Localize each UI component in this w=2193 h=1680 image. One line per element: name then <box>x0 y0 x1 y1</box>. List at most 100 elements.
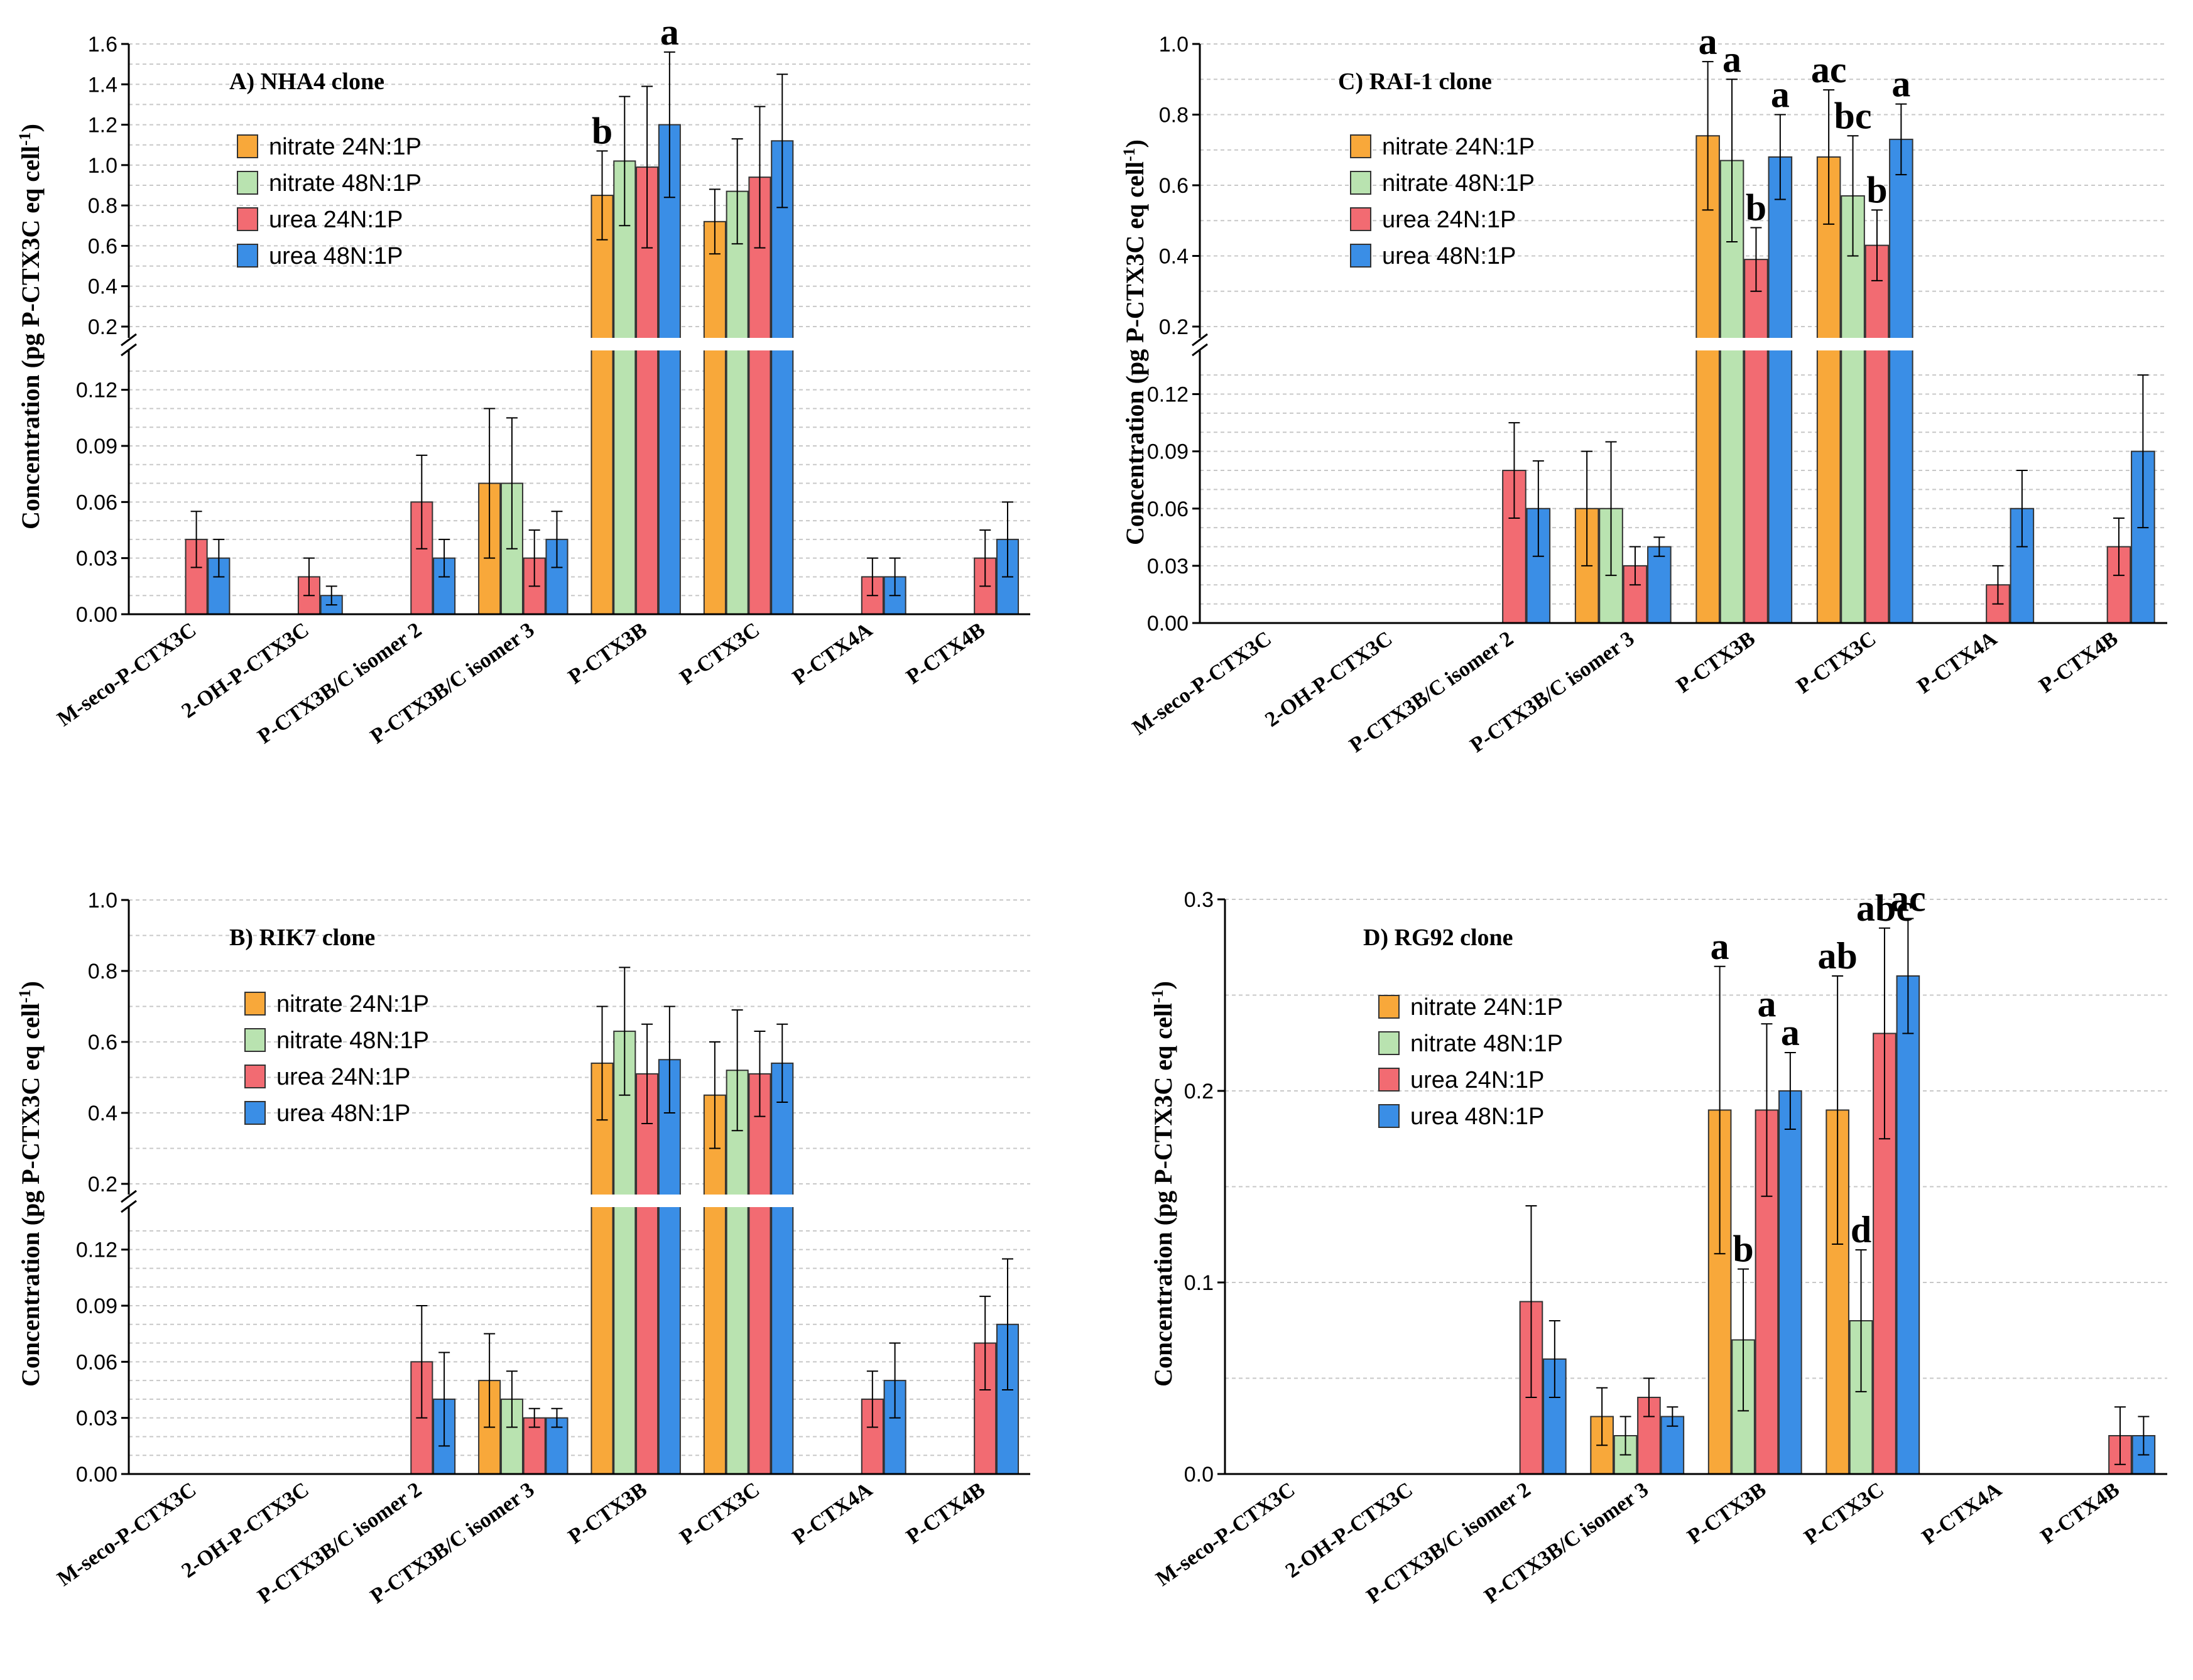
gridlines <box>129 899 1030 1456</box>
axis-break-mark <box>121 1190 137 1203</box>
axis-break-mark <box>1192 333 1208 347</box>
legend-swatch <box>237 171 258 195</box>
x-tick-label: P-CTX3C <box>1792 627 1880 698</box>
bar <box>1647 546 1672 624</box>
y-tick-label: 0.8 <box>1159 104 1189 127</box>
x-tick-label: P-CTX3B <box>1672 627 1760 698</box>
y-tick-label: 0.06 <box>1147 497 1189 521</box>
bar <box>636 1073 659 1475</box>
legend-label: nitrate 24N:1P <box>1382 134 1535 160</box>
legend-swatch <box>237 207 258 231</box>
chart-title: D) RG92 clone <box>1363 924 1513 951</box>
axis-break-mark <box>121 343 137 357</box>
significance-letter: b <box>592 110 612 151</box>
y-tick-label: 0.00 <box>76 603 117 627</box>
significance-letter: a <box>1771 74 1790 116</box>
y-tick-label: 1.2 <box>88 114 117 138</box>
legend-label: urea 24N:1P <box>1382 207 1516 233</box>
legend-swatch <box>237 134 258 158</box>
bar <box>748 1073 771 1475</box>
significance-letter: a <box>1781 1012 1800 1053</box>
bar <box>771 140 794 615</box>
bar <box>658 124 681 615</box>
legend-label: urea 24N:1P <box>269 207 403 233</box>
y-ticks: 0.0 0.1 0.2 0.3 <box>1184 888 1225 1487</box>
chart-panel-A: 0.00 0.03 0.06 0.09 0.12 0.2 0.4 0.6 0.8 1.0 1.2 1.… <box>16 11 1033 749</box>
significance-letter: b <box>1733 1228 1753 1270</box>
legend-swatch <box>1350 171 1371 195</box>
axis-break-mark <box>121 333 137 347</box>
axis-break-mark <box>121 1200 137 1213</box>
y-tick-label: 0.8 <box>88 960 117 984</box>
x-tick-label: M-seco-P-CTX3C <box>53 1478 201 1591</box>
axis-break-gap <box>1181 338 2170 350</box>
x-tick-label: M-seco-P-CTX3C <box>1128 627 1276 740</box>
significance-letter: bc <box>1834 95 1872 136</box>
legend-label: nitrate 48N:1P <box>269 170 422 197</box>
legend: nitrate 24N:1P nitrate 48N:1P urea 24N:1P u… <box>1350 134 1535 269</box>
y-tick-label: 0.00 <box>1147 612 1189 636</box>
legend-swatch <box>1350 134 1371 158</box>
y-tick-label: 0.6 <box>88 1031 117 1054</box>
y-tick-label: 1.0 <box>88 154 117 178</box>
y-tick-label: 0.4 <box>88 1102 117 1125</box>
x-tick-label: P-CTX3B <box>564 1478 651 1549</box>
x-tick-label: P-CTX3C <box>676 1478 764 1549</box>
bar <box>590 1062 614 1475</box>
bar <box>1896 975 1920 1475</box>
y-axis-label: Concentration (pg P-CTX3C eq cell-1) <box>1148 981 1178 1387</box>
x-tick-label: P-CTX4A <box>788 1478 877 1549</box>
y-tick-label: 0.00 <box>76 1463 117 1487</box>
y-tick-label: 0.09 <box>76 1294 117 1318</box>
significance-annotations: ba <box>592 11 679 152</box>
axis-break-gap <box>110 1195 1033 1207</box>
y-tick-label: 0.6 <box>88 234 117 258</box>
significance-letter: ac <box>1811 49 1847 90</box>
legend-label: nitrate 24N:1P <box>276 991 429 1017</box>
bar <box>703 220 726 615</box>
y-tick-label: 0.12 <box>76 1238 117 1262</box>
legend-label: nitrate 48N:1P <box>276 1027 429 1054</box>
significance-letter: d <box>1851 1209 1871 1250</box>
y-tick-label: 1.0 <box>1159 33 1189 57</box>
x-tick-label: P-CTX3B <box>564 618 651 689</box>
y-tick-label: 0.2 <box>1184 1080 1214 1103</box>
x-tick-label: P-CTX3C <box>1800 1478 1888 1549</box>
y-tick-label: 0.6 <box>1159 174 1189 198</box>
bar <box>590 195 614 615</box>
bar <box>613 1031 636 1475</box>
y-tick-label: 0.06 <box>76 490 117 514</box>
y-tick-label: 0.8 <box>88 194 117 218</box>
x-tick-label: P-CTX4A <box>1918 1478 2006 1549</box>
bar <box>1778 1090 1802 1475</box>
legend-label: urea 24N:1P <box>1410 1067 1544 1093</box>
bar <box>703 1094 726 1475</box>
legend-swatch <box>237 244 258 268</box>
legend-swatch <box>244 1028 266 1052</box>
gridlines <box>129 43 1030 597</box>
significance-letter: b <box>1746 187 1766 229</box>
x-tick-label: P-CTX4B <box>902 1478 989 1549</box>
bar <box>726 1070 749 1475</box>
chart-panel-D: 0.00.10.20.3M-seco-P-CTX3C2-OH-P-CTX3CP-… <box>1148 878 2167 1608</box>
chart-title: C) RAI-1 clone <box>1338 68 1492 95</box>
y-ticks: 0.00 0.03 0.06 0.09 0.12 0.2 0.4 0.6 0.8 1.0 <box>76 889 129 1487</box>
legend-swatch <box>1378 1068 1400 1092</box>
y-tick-label: 0.12 <box>76 379 117 403</box>
y-tick-label: 0.2 <box>1159 315 1189 339</box>
y-tick-label: 0.4 <box>88 275 117 299</box>
legend-label: nitrate 24N:1P <box>1410 994 1563 1021</box>
legend-swatch <box>1350 244 1371 268</box>
legend-swatch <box>1350 207 1371 231</box>
y-tick-label: 1.6 <box>88 33 117 57</box>
bar <box>1889 138 1913 624</box>
y-tick-label: 1.4 <box>88 73 117 97</box>
bar <box>1768 156 1793 624</box>
bar <box>1695 135 1720 624</box>
bar <box>1816 156 1841 624</box>
significance-letter: a <box>660 11 679 53</box>
